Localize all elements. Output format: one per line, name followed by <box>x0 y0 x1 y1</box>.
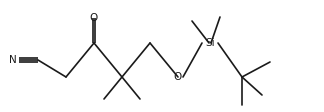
Text: O: O <box>174 72 182 82</box>
Text: O: O <box>90 13 98 23</box>
Text: N: N <box>9 55 17 65</box>
Text: Si: Si <box>205 38 215 48</box>
